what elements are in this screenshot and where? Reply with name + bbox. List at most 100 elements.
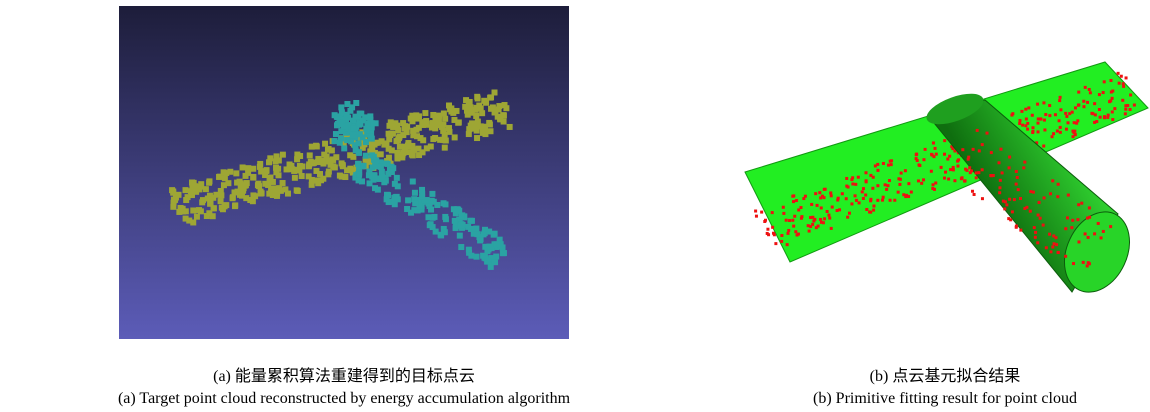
point xyxy=(1056,130,1059,133)
point xyxy=(276,172,282,178)
point xyxy=(190,207,196,213)
point xyxy=(838,208,841,211)
point xyxy=(976,129,979,132)
point xyxy=(337,173,343,179)
point xyxy=(876,169,879,172)
point xyxy=(412,190,418,196)
point xyxy=(1093,102,1096,105)
point xyxy=(404,124,410,130)
point xyxy=(369,174,375,180)
point xyxy=(1003,207,1006,210)
point xyxy=(1111,110,1114,113)
point xyxy=(326,146,332,152)
point xyxy=(297,153,303,159)
point xyxy=(1129,93,1132,96)
point xyxy=(378,151,384,157)
point xyxy=(410,179,416,185)
point xyxy=(1051,179,1054,182)
point xyxy=(1017,188,1020,191)
point xyxy=(1065,115,1068,118)
point xyxy=(492,259,498,265)
point xyxy=(930,153,933,156)
point xyxy=(424,145,430,151)
point xyxy=(1122,82,1125,85)
point xyxy=(393,196,399,202)
point xyxy=(788,219,791,222)
point xyxy=(1117,72,1120,75)
point xyxy=(408,210,414,216)
point xyxy=(294,187,300,193)
point xyxy=(186,218,192,224)
point xyxy=(827,214,830,217)
point xyxy=(899,178,902,181)
point xyxy=(944,171,947,174)
point xyxy=(932,183,935,186)
point xyxy=(861,190,864,193)
point xyxy=(998,191,1001,194)
point xyxy=(473,226,479,232)
point xyxy=(498,241,504,247)
point xyxy=(1064,255,1067,258)
point xyxy=(361,163,367,169)
point xyxy=(1088,206,1091,209)
point xyxy=(199,199,205,205)
point xyxy=(1008,156,1011,159)
point xyxy=(230,195,236,201)
point xyxy=(917,179,920,182)
point xyxy=(363,126,369,132)
point xyxy=(1082,100,1085,103)
point xyxy=(910,191,913,194)
point xyxy=(782,212,785,215)
point xyxy=(1102,230,1105,233)
point xyxy=(431,199,437,205)
point xyxy=(378,164,384,170)
point xyxy=(1024,124,1027,127)
point xyxy=(845,197,848,200)
point xyxy=(766,228,769,231)
point xyxy=(372,159,378,165)
point xyxy=(1059,131,1062,134)
point xyxy=(953,179,956,182)
point xyxy=(1113,107,1116,110)
point xyxy=(1089,91,1092,94)
point xyxy=(1051,245,1054,248)
point xyxy=(1077,103,1080,106)
point xyxy=(430,112,436,118)
point xyxy=(415,146,421,152)
point xyxy=(442,116,448,122)
point xyxy=(882,162,885,165)
point xyxy=(764,219,767,222)
point xyxy=(232,203,238,209)
point xyxy=(479,110,485,116)
point xyxy=(367,180,373,186)
point xyxy=(211,205,217,211)
point xyxy=(419,194,425,200)
point xyxy=(1029,190,1032,193)
point xyxy=(846,216,849,219)
point xyxy=(885,188,888,191)
point xyxy=(258,169,264,175)
point xyxy=(210,213,216,219)
point xyxy=(237,192,243,198)
page: (a) 能量累积算法重建得到的目标点云 (a) Target point clo… xyxy=(0,0,1150,412)
point xyxy=(1031,131,1034,134)
point xyxy=(830,194,833,197)
point xyxy=(1066,216,1069,219)
point xyxy=(389,130,395,136)
point xyxy=(405,197,411,203)
point xyxy=(280,152,286,158)
point xyxy=(350,125,356,131)
point xyxy=(981,168,984,171)
point xyxy=(978,149,981,152)
point xyxy=(501,250,507,256)
point xyxy=(270,185,276,191)
point xyxy=(341,145,347,151)
point xyxy=(247,197,253,203)
point xyxy=(436,122,442,128)
point xyxy=(466,126,472,132)
point xyxy=(356,172,362,178)
point xyxy=(964,179,967,182)
point xyxy=(1124,104,1127,107)
point xyxy=(395,183,401,189)
point xyxy=(185,194,191,200)
